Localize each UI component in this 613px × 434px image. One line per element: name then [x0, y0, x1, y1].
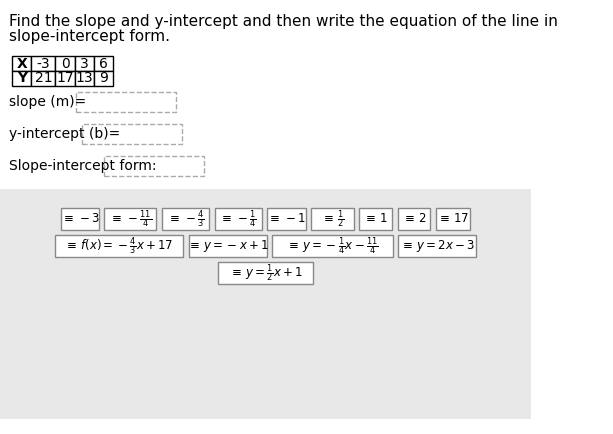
Text: y-intercept (b)=: y-intercept (b)=	[9, 127, 120, 141]
Bar	[94, 56, 113, 71]
Text: 21: 21	[34, 72, 52, 85]
Text: Slope-intercept form:: Slope-intercept form:	[9, 159, 156, 173]
Bar	[82, 124, 182, 144]
Text: $\equiv\,-1$: $\equiv\,-1$	[267, 213, 306, 226]
Text: $\equiv\,f(x)=-\frac{4}{3}x+17$: $\equiv\,f(x)=-\frac{4}{3}x+17$	[64, 235, 174, 257]
Text: 6: 6	[99, 56, 108, 70]
Text: $\equiv\,y=\frac{1}{2}x+1$: $\equiv\,y=\frac{1}{2}x+1$	[229, 262, 303, 284]
Text: $\equiv\,2$: $\equiv\,2$	[402, 213, 426, 226]
Text: 0: 0	[61, 56, 69, 70]
Bar	[104, 208, 156, 230]
Text: $\equiv\,17$: $\equiv\,17$	[437, 213, 469, 226]
Bar	[272, 235, 393, 257]
Bar	[397, 208, 430, 230]
Bar	[215, 208, 262, 230]
Bar	[0, 189, 531, 419]
Bar	[31, 71, 56, 86]
Bar	[55, 235, 183, 257]
Text: $\equiv\,\frac{1}{2}$: $\equiv\,\frac{1}{2}$	[321, 208, 345, 230]
Text: slope-intercept form.: slope-intercept form.	[9, 29, 170, 44]
Bar	[61, 208, 99, 230]
Bar	[12, 71, 31, 86]
Bar	[359, 208, 392, 230]
Text: -3: -3	[37, 56, 50, 70]
Bar	[12, 56, 31, 71]
Bar	[31, 56, 56, 71]
Text: 13: 13	[75, 72, 93, 85]
Text: 9: 9	[99, 72, 108, 85]
Text: $\equiv\,y=-\frac{1}{4}x-\frac{11}{4}$: $\equiv\,y=-\frac{1}{4}x-\frac{11}{4}$	[286, 235, 379, 257]
Text: Find the slope and y-intercept and then write the equation of the line in: Find the slope and y-intercept and then …	[9, 14, 558, 29]
Bar	[218, 262, 313, 284]
Bar	[56, 71, 75, 86]
Bar	[189, 235, 267, 257]
Bar	[398, 235, 476, 257]
Bar	[75, 56, 94, 71]
Bar	[267, 208, 306, 230]
Text: $\equiv\,-3$: $\equiv\,-3$	[61, 213, 100, 226]
Text: $\equiv\,y=2x-3$: $\equiv\,y=2x-3$	[400, 238, 475, 254]
Text: 3: 3	[80, 56, 88, 70]
Text: $\equiv\,y=-x+1$: $\equiv\,y=-x+1$	[186, 238, 268, 254]
Text: slope (m)=: slope (m)=	[9, 95, 86, 109]
Text: $\equiv\,1$: $\equiv\,1$	[364, 213, 388, 226]
Text: $\equiv\,-\frac{11}{4}$: $\equiv\,-\frac{11}{4}$	[109, 208, 152, 230]
Bar	[436, 208, 470, 230]
Bar	[75, 71, 94, 86]
Bar	[94, 71, 113, 86]
Bar	[56, 56, 75, 71]
Bar	[311, 208, 354, 230]
Text: 17: 17	[56, 72, 74, 85]
Bar	[162, 208, 210, 230]
Text: X: X	[17, 56, 27, 70]
Bar	[76, 92, 176, 112]
Text: $\equiv\,-\frac{1}{4}$: $\equiv\,-\frac{1}{4}$	[219, 208, 257, 230]
Text: $\equiv\,-\frac{4}{3}$: $\equiv\,-\frac{4}{3}$	[167, 208, 205, 230]
Bar	[104, 156, 204, 176]
Text: Y: Y	[17, 72, 27, 85]
